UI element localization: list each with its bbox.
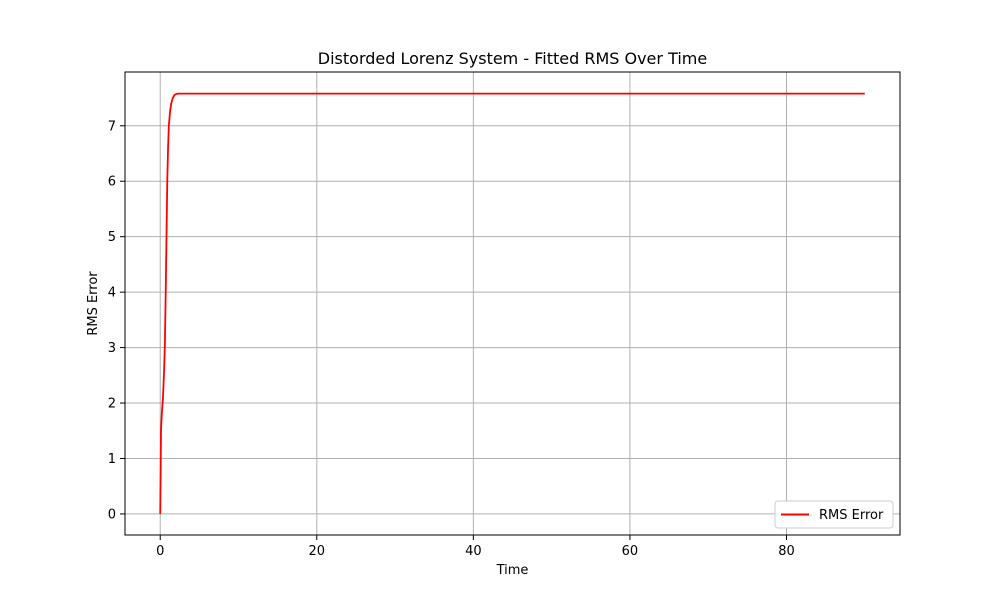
legend-box: [774, 500, 894, 529]
y-tick-label: 5: [108, 230, 116, 245]
y-tick-label: 0: [108, 507, 116, 522]
x-tick-label: 0: [156, 544, 164, 559]
y-axis-ticks: 0 1 2 3 4 5 6 7: [108, 119, 125, 522]
x-tick-label: 80: [778, 544, 795, 559]
x-tick-label: 60: [622, 544, 639, 559]
grid: [125, 72, 900, 535]
legend-label: RMS Error: [819, 508, 884, 523]
y-tick-label: 7: [108, 119, 116, 134]
x-tick-label: 40: [465, 544, 482, 559]
y-tick-label: 4: [108, 286, 116, 301]
series-layer: [159, 92, 865, 514]
series-line-rms-error: [159, 92, 865, 514]
y-tick-label: 1: [108, 452, 116, 467]
y-tick-label: 3: [108, 341, 116, 356]
x-axis-label: Time: [496, 563, 529, 578]
plot-frame: [124, 71, 901, 536]
x-axis-ticks: 0 20 40 60 80: [156, 535, 795, 559]
y-tick-label: 6: [108, 175, 116, 190]
y-tick-label: 2: [108, 397, 116, 412]
legend: RMS Error: [774, 500, 894, 529]
chart-title: Distorded Lorenz System - Fitted RMS Ove…: [318, 49, 707, 68]
y-axis-label: RMS Error: [86, 271, 101, 336]
x-tick-label: 20: [309, 544, 326, 559]
